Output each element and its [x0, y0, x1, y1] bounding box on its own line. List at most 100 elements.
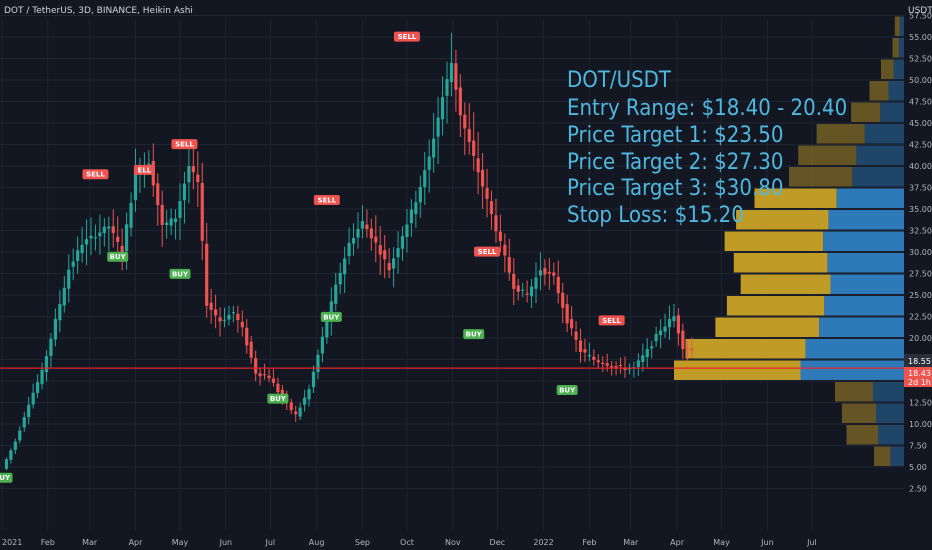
y-tick-label: 5.00: [909, 463, 927, 472]
candle-body-up: [58, 304, 62, 321]
candle-body-down: [454, 63, 458, 90]
volume-bar-sell: [894, 16, 900, 36]
candle-body-up: [231, 312, 235, 314]
candle-body-up: [636, 360, 640, 367]
candle-body-up: [538, 270, 543, 276]
candle-body-up: [98, 232, 102, 237]
candle-body-up: [107, 226, 111, 229]
signal-label: BUY: [0, 474, 11, 482]
candle-body-up: [356, 228, 360, 238]
candle-body-up: [320, 336, 324, 354]
buy-signal: [556, 385, 578, 395]
candle-body-up: [22, 417, 26, 428]
candle-body-down: [383, 250, 387, 260]
candle-body-up: [351, 238, 356, 244]
volume-bar-buy: [827, 253, 904, 273]
volume-bar-sell: [685, 339, 806, 359]
candle-body-up: [31, 392, 35, 405]
candle-body-up: [303, 397, 307, 405]
y-tick-label: 57.50: [909, 12, 932, 21]
volume-bar-buy: [823, 231, 904, 251]
candle-body-up: [325, 321, 329, 338]
x-tick-label: Mar: [82, 538, 98, 547]
candle-body-down: [245, 327, 249, 346]
y-tick-label: 50.00: [909, 76, 932, 85]
current-price-text: 18.55: [908, 357, 931, 366]
candle-body-down: [605, 363, 609, 366]
y-tick-label: 42.50: [909, 141, 932, 150]
x-tick-label: Nov: [445, 538, 461, 547]
volume-bar-sell: [841, 403, 877, 423]
last-price-badge: [904, 367, 932, 387]
volume-bar-buy: [898, 38, 904, 58]
candle-body-down: [592, 356, 596, 360]
signal-label: SELL: [478, 248, 497, 256]
candle-body-up: [27, 404, 31, 418]
y-tick-label: 12.50: [909, 399, 932, 408]
candle-body-up: [40, 369, 44, 385]
volume-bar-sell: [892, 38, 899, 58]
x-tick-label: Jul: [806, 538, 817, 547]
candle-body-down: [258, 373, 262, 377]
signal-label: BUY: [559, 387, 576, 395]
candle-body-up: [129, 202, 133, 228]
signal-label: SELL: [175, 141, 194, 149]
candle-body-down: [374, 236, 378, 243]
candle-body-up: [654, 334, 658, 342]
candle-body-down: [116, 236, 120, 242]
candle-body-down: [547, 272, 551, 274]
volume-bar-buy: [800, 360, 904, 380]
time-axis[interactable]: 2021 Feb Mar Apr May Jun Jul Aug Sep Oct Nov Dec 202…: [2, 538, 817, 547]
candle-body-up: [432, 138, 436, 158]
volume-bar-buy: [888, 81, 904, 101]
candle-body-down: [236, 313, 240, 320]
price-axis[interactable]: 2.505.007.5010.0012.5015.0017.5020.0022.…: [909, 12, 932, 494]
candle-body-up: [36, 382, 40, 393]
candle-body-up: [44, 356, 49, 373]
x-tick-label: Jun: [760, 538, 774, 547]
candle-body-up: [80, 244, 84, 254]
volume-bar-buy: [830, 274, 904, 294]
volume-bar-buy: [864, 124, 904, 144]
candle-body-down: [472, 140, 476, 156]
candle-body-up: [667, 319, 672, 328]
candle-body-up: [627, 368, 632, 370]
candle-body-down: [601, 362, 605, 365]
signal-label: SELL: [86, 171, 105, 179]
candle-body-up: [360, 221, 365, 229]
volume-bar-sell: [798, 145, 857, 165]
candlestick-series: [4, 32, 694, 471]
y-tick-label: 40.00: [909, 162, 932, 171]
candle-body-up: [449, 63, 454, 83]
candle-body-up: [423, 170, 427, 188]
y-tick-label: 2.50: [909, 485, 927, 494]
sell-signal: [171, 139, 198, 150]
chart-header-title: DOT / TetherUS, 3D, BINANCE, Heikin Ashi: [4, 6, 193, 16]
volume-bar-sell: [816, 124, 865, 144]
y-tick-label: 7.50: [909, 442, 927, 451]
candle-body-down: [578, 340, 583, 352]
y-tick-label: 37.50: [909, 184, 932, 193]
candle-body-down: [209, 302, 213, 310]
candle-body-up: [4, 459, 9, 469]
x-tick-label: Jul: [265, 538, 276, 547]
candle-body-down: [467, 129, 471, 143]
grid-lines: [0, 15, 904, 530]
candle-body-up: [396, 248, 400, 258]
y-tick-label: 27.50: [909, 270, 932, 279]
candle-body-down: [570, 319, 574, 329]
candle-body-up: [169, 218, 173, 226]
currency-label: USDT: [908, 6, 932, 16]
price-badges: 18.55 18.43 2d 1h: [904, 354, 932, 387]
candle-body-down: [378, 245, 382, 255]
candle-body-up: [311, 371, 316, 388]
volume-bar-buy: [872, 382, 904, 402]
candle-body-up: [405, 224, 409, 238]
volume-bar-buy: [819, 317, 904, 337]
candle-body-down: [556, 276, 560, 294]
candle-body-down: [485, 187, 489, 199]
y-tick-label: 32.50: [909, 227, 932, 236]
candle-body-up: [13, 441, 17, 450]
